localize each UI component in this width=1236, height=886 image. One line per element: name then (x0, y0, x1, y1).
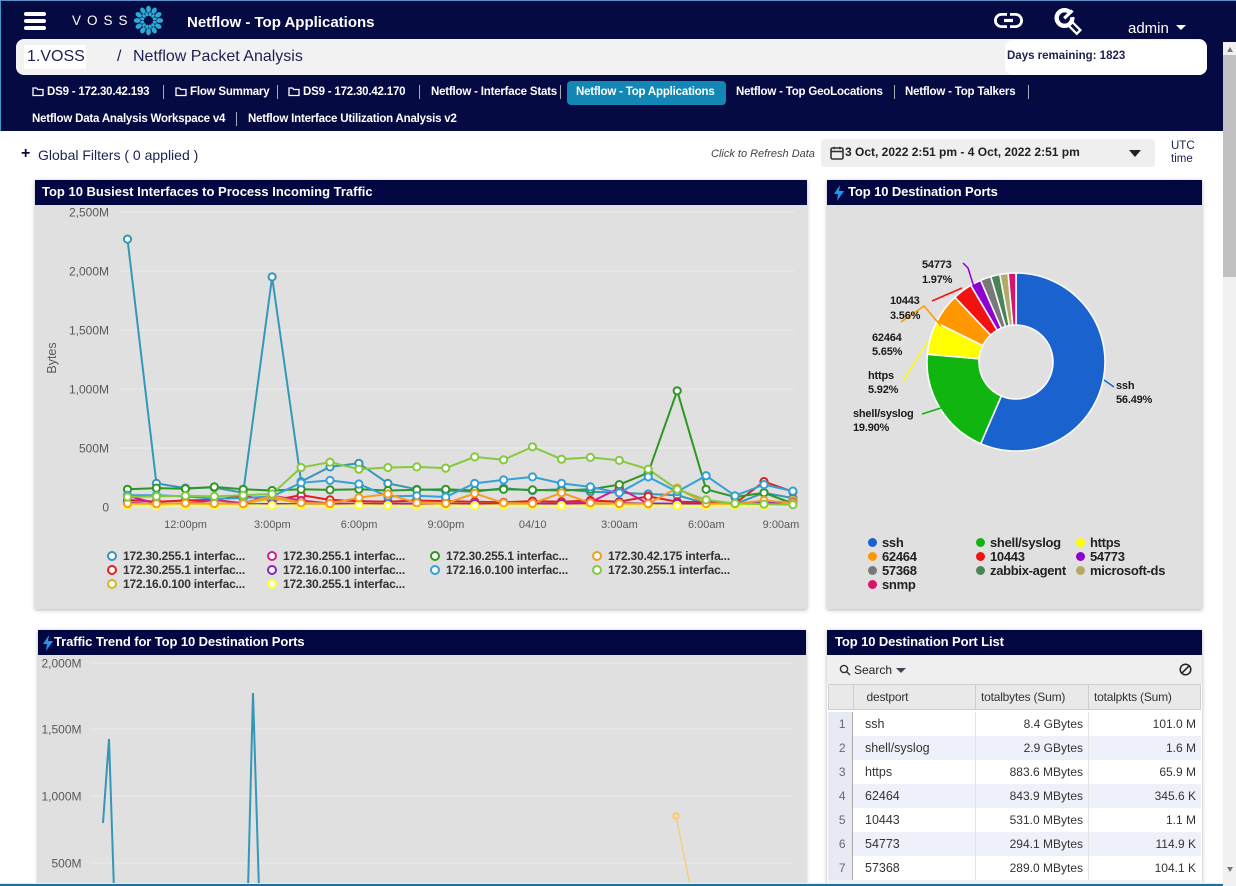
svg-text:1,500M: 1,500M (41, 723, 81, 737)
svg-text:0: 0 (102, 501, 109, 515)
svg-text:2,000M: 2,000M (69, 265, 109, 279)
svg-text:500M: 500M (51, 857, 81, 871)
svg-text:2,500M: 2,500M (69, 206, 109, 220)
svg-text:1,500M: 1,500M (69, 324, 109, 338)
svg-text:6:00am: 6:00am (688, 519, 725, 531)
svg-text:6:00pm: 6:00pm (341, 519, 378, 531)
svg-text:3:00am: 3:00am (601, 519, 638, 531)
svg-text:Bytes: Bytes (45, 342, 59, 373)
svg-text:04/10: 04/10 (519, 519, 547, 531)
svg-text:3:00pm: 3:00pm (254, 519, 291, 531)
svg-text:9:00pm: 9:00pm (428, 519, 465, 531)
svg-text:1,000M: 1,000M (69, 383, 109, 397)
svg-text:12:00pm: 12:00pm (164, 519, 207, 531)
svg-text:9:00am: 9:00am (763, 519, 800, 531)
svg-text:1,000M: 1,000M (41, 790, 81, 804)
svg-text:2,000M: 2,000M (41, 657, 81, 671)
svg-text:500M: 500M (79, 442, 109, 456)
